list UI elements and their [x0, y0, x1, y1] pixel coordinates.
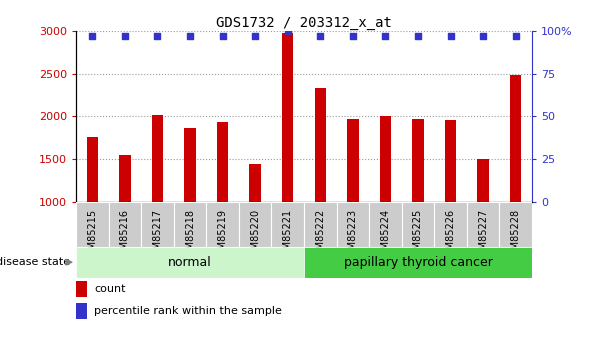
Point	[185, 33, 195, 39]
Text: percentile rank within the sample: percentile rank within the sample	[94, 306, 282, 316]
Text: GSM85218: GSM85218	[185, 208, 195, 262]
Bar	[76, 303, 88, 319]
Text: GSM85224: GSM85224	[381, 208, 390, 262]
Point	[478, 33, 488, 39]
Point	[88, 33, 97, 39]
Text: disease state: disease state	[0, 257, 74, 267]
Point	[283, 28, 292, 34]
Bar	[109, 202, 141, 247]
Text: GSM85221: GSM85221	[283, 208, 292, 262]
Bar	[369, 202, 402, 247]
Bar	[152, 115, 163, 202]
Point	[413, 33, 423, 39]
Bar	[76, 247, 304, 278]
Bar	[249, 164, 261, 202]
Bar	[174, 202, 206, 247]
Text: GSM85228: GSM85228	[511, 208, 520, 262]
Text: GSM85217: GSM85217	[153, 208, 162, 262]
Bar	[380, 117, 391, 202]
Bar	[304, 202, 337, 247]
Point	[153, 33, 162, 39]
Bar	[76, 202, 109, 247]
Text: papillary thyroid cancer: papillary thyroid cancer	[344, 256, 492, 269]
Bar	[499, 202, 532, 247]
Bar	[282, 33, 294, 202]
Point	[218, 33, 227, 39]
Bar	[86, 137, 98, 202]
Bar	[304, 247, 532, 278]
Bar	[119, 155, 131, 202]
Text: GSM85223: GSM85223	[348, 208, 358, 262]
Title: GDS1732 / 203312_x_at: GDS1732 / 203312_x_at	[216, 16, 392, 30]
Bar	[477, 159, 489, 202]
Text: GSM85215: GSM85215	[88, 208, 97, 262]
Point	[511, 33, 520, 39]
Point	[446, 33, 455, 39]
Bar	[402, 202, 434, 247]
Point	[348, 33, 358, 39]
Bar	[510, 76, 522, 202]
Bar	[445, 120, 456, 202]
Bar	[467, 202, 499, 247]
Bar	[337, 202, 369, 247]
Text: count: count	[94, 284, 126, 294]
Bar	[76, 281, 88, 297]
Text: GSM85216: GSM85216	[120, 208, 130, 262]
Bar	[141, 202, 174, 247]
Bar	[347, 119, 359, 202]
Point	[120, 33, 130, 39]
Bar	[206, 202, 239, 247]
Bar	[271, 202, 304, 247]
Bar	[217, 122, 228, 202]
Bar	[184, 128, 196, 202]
Text: GSM85219: GSM85219	[218, 208, 227, 262]
Text: GSM85222: GSM85222	[316, 208, 325, 262]
Point	[250, 33, 260, 39]
Text: GSM85220: GSM85220	[250, 208, 260, 262]
Text: GSM85226: GSM85226	[446, 208, 455, 262]
Bar	[314, 88, 326, 202]
Text: GSM85227: GSM85227	[478, 208, 488, 262]
Bar	[239, 202, 271, 247]
Point	[316, 33, 325, 39]
Bar	[434, 202, 467, 247]
Text: normal: normal	[168, 256, 212, 269]
Bar	[412, 119, 424, 202]
Point	[381, 33, 390, 39]
Text: GSM85225: GSM85225	[413, 208, 423, 262]
